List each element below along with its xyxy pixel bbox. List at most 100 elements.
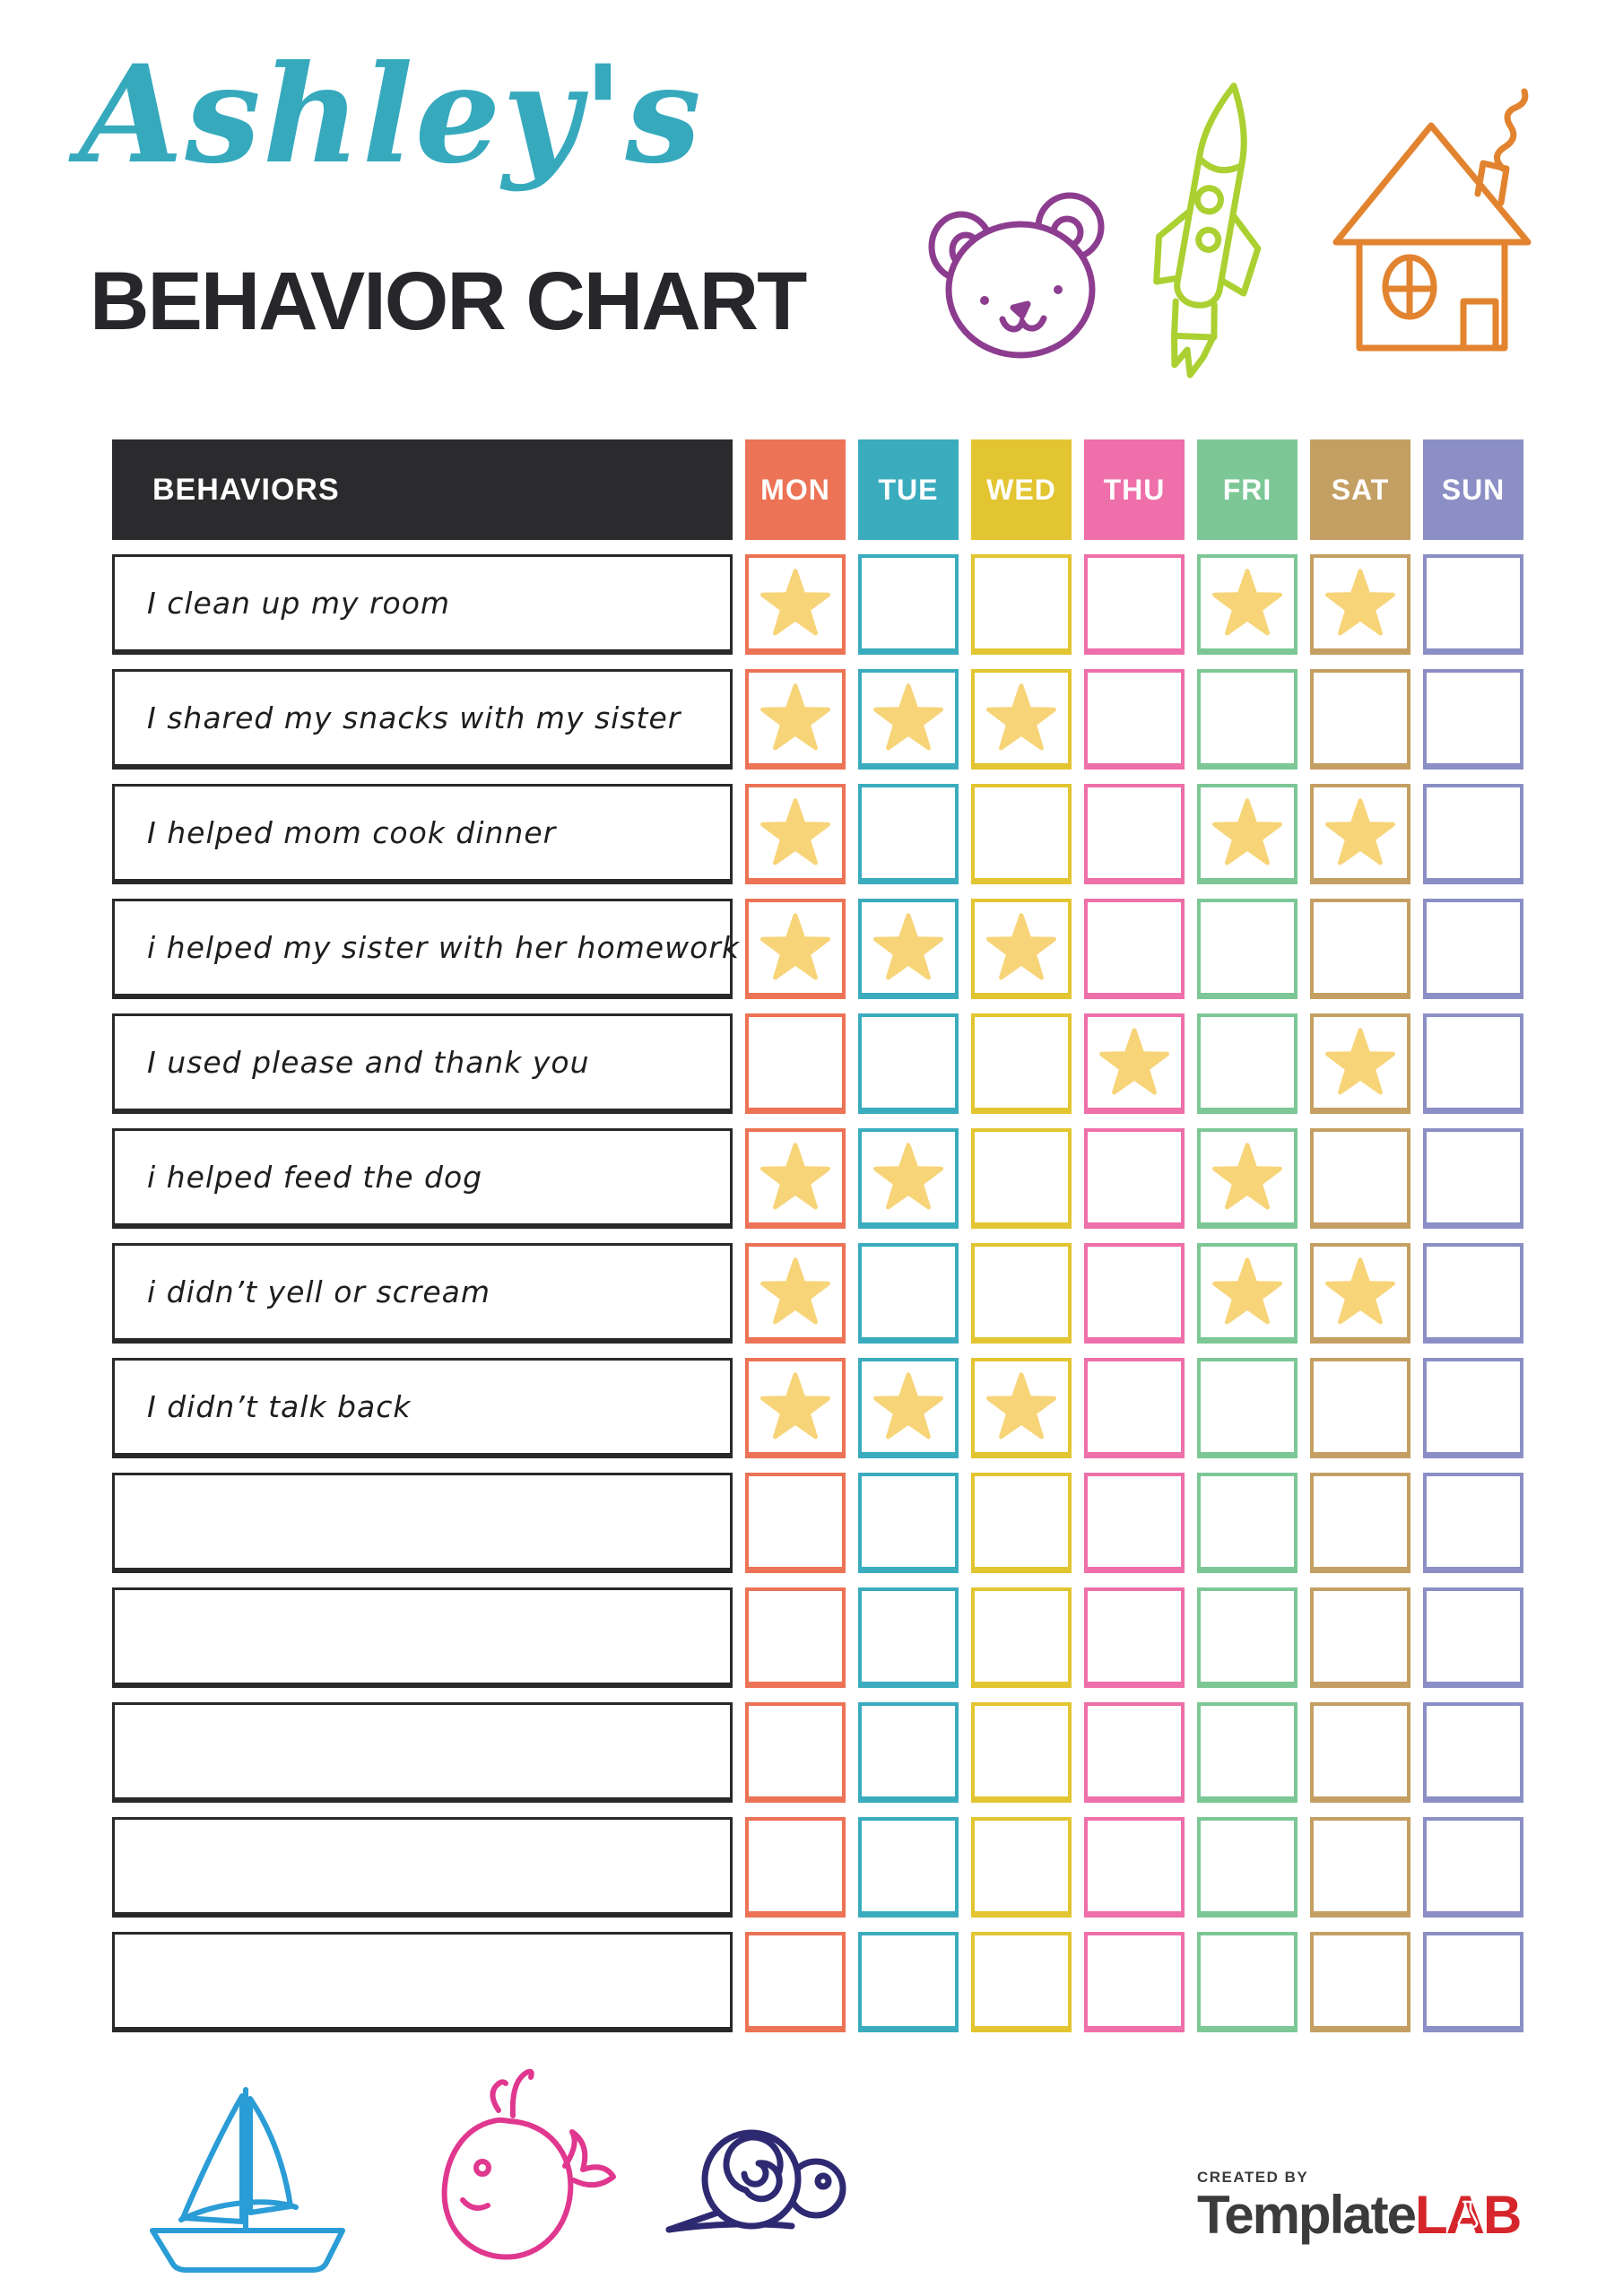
day-cell-tue-row10[interactable] xyxy=(858,1587,959,1688)
day-cell-mon-row11[interactable] xyxy=(745,1702,846,1803)
day-cell-mon-row8[interactable] xyxy=(745,1358,846,1458)
day-cell-mon-row2[interactable] xyxy=(745,669,846,770)
day-cell-fri-row7[interactable] xyxy=(1197,1243,1298,1344)
day-cell-tue-row1[interactable] xyxy=(858,554,959,655)
day-cell-sat-row13[interactable] xyxy=(1310,1932,1410,2032)
day-cell-thu-row10[interactable] xyxy=(1084,1587,1185,1688)
day-cell-mon-row6[interactable] xyxy=(745,1128,846,1229)
day-cell-tue-row13[interactable] xyxy=(858,1932,959,2032)
day-cell-wed-row9[interactable] xyxy=(971,1473,1072,1573)
day-cell-thu-row1[interactable] xyxy=(1084,554,1185,655)
day-cell-sat-row12[interactable] xyxy=(1310,1817,1410,1918)
day-cell-thu-row7[interactable] xyxy=(1084,1243,1185,1344)
day-cell-mon-row9[interactable] xyxy=(745,1473,846,1573)
day-cell-sat-row4[interactable] xyxy=(1310,899,1410,999)
day-cell-thu-row6[interactable] xyxy=(1084,1128,1185,1229)
day-cell-sat-row1[interactable] xyxy=(1310,554,1410,655)
day-cell-mon-row5[interactable] xyxy=(745,1013,846,1114)
day-cell-sun-row5[interactable] xyxy=(1423,1013,1523,1114)
day-cell-fri-row4[interactable] xyxy=(1197,899,1298,999)
day-cell-thu-row2[interactable] xyxy=(1084,669,1185,770)
day-cell-wed-row5[interactable] xyxy=(971,1013,1072,1114)
day-cell-wed-row7[interactable] xyxy=(971,1243,1072,1344)
day-cell-sat-row10[interactable] xyxy=(1310,1587,1410,1688)
day-cell-fri-row2[interactable] xyxy=(1197,669,1298,770)
day-cell-sat-row8[interactable] xyxy=(1310,1358,1410,1458)
star-icon xyxy=(873,683,943,751)
day-cell-wed-row2[interactable] xyxy=(971,669,1072,770)
day-cell-sun-row2[interactable] xyxy=(1423,669,1523,770)
day-cell-tue-row9[interactable] xyxy=(858,1473,959,1573)
day-cell-sun-row12[interactable] xyxy=(1423,1817,1523,1918)
day-cell-sun-row4[interactable] xyxy=(1423,899,1523,999)
day-cell-wed-row3[interactable] xyxy=(971,784,1072,884)
day-cell-wed-row1[interactable] xyxy=(971,554,1072,655)
day-header-sat: SAT xyxy=(1310,439,1410,540)
day-cell-tue-row11[interactable] xyxy=(858,1702,959,1803)
day-cell-tue-row8[interactable] xyxy=(858,1358,959,1458)
day-cell-fri-row11[interactable] xyxy=(1197,1702,1298,1803)
day-cell-mon-row12[interactable] xyxy=(745,1817,846,1918)
day-cell-thu-row5[interactable] xyxy=(1084,1013,1185,1114)
day-cell-wed-row12[interactable] xyxy=(971,1817,1072,1918)
day-cell-thu-row12[interactable] xyxy=(1084,1817,1185,1918)
day-cell-sun-row6[interactable] xyxy=(1423,1128,1523,1229)
star-icon xyxy=(986,913,1056,980)
day-cell-sat-row3[interactable] xyxy=(1310,784,1410,884)
day-cell-wed-row8[interactable] xyxy=(971,1358,1072,1458)
day-cell-sat-row5[interactable] xyxy=(1310,1013,1410,1114)
day-cell-thu-row9[interactable] xyxy=(1084,1473,1185,1573)
day-cell-tue-row3[interactable] xyxy=(858,784,959,884)
day-cell-wed-row11[interactable] xyxy=(971,1702,1072,1803)
day-cell-tue-row4[interactable] xyxy=(858,899,959,999)
day-cell-thu-row13[interactable] xyxy=(1084,1932,1185,2032)
day-cell-fri-row10[interactable] xyxy=(1197,1587,1298,1688)
day-cell-fri-row13[interactable] xyxy=(1197,1932,1298,2032)
day-cell-sun-row13[interactable] xyxy=(1423,1932,1523,2032)
day-cell-tue-row2[interactable] xyxy=(858,669,959,770)
day-cell-tue-row12[interactable] xyxy=(858,1817,959,1918)
day-cell-wed-row4[interactable] xyxy=(971,899,1072,999)
day-cell-wed-row13[interactable] xyxy=(971,1932,1072,2032)
day-cell-mon-row1[interactable] xyxy=(745,554,846,655)
day-cell-sun-row1[interactable] xyxy=(1423,554,1523,655)
day-cell-sat-row6[interactable] xyxy=(1310,1128,1410,1229)
day-cell-fri-row8[interactable] xyxy=(1197,1358,1298,1458)
day-cell-sun-row7[interactable] xyxy=(1423,1243,1523,1344)
day-cell-fri-row1[interactable] xyxy=(1197,554,1298,655)
day-cell-sat-row9[interactable] xyxy=(1310,1473,1410,1573)
behavior-label: i didn’t yell or scream xyxy=(147,1274,491,1309)
day-cell-thu-row8[interactable] xyxy=(1084,1358,1185,1458)
day-cell-fri-row9[interactable] xyxy=(1197,1473,1298,1573)
day-cell-sat-row11[interactable] xyxy=(1310,1702,1410,1803)
day-cell-tue-row7[interactable] xyxy=(858,1243,959,1344)
day-cell-mon-row4[interactable] xyxy=(745,899,846,999)
day-cell-sun-row8[interactable] xyxy=(1423,1358,1523,1458)
day-cell-sun-row3[interactable] xyxy=(1423,784,1523,884)
day-cell-mon-row7[interactable] xyxy=(745,1243,846,1344)
day-cell-mon-row13[interactable] xyxy=(745,1932,846,2032)
day-cell-mon-row3[interactable] xyxy=(745,784,846,884)
sailboat-doodle-icon xyxy=(150,2087,345,2273)
day-cell-wed-row10[interactable] xyxy=(971,1587,1072,1688)
day-cell-tue-row5[interactable] xyxy=(858,1013,959,1114)
day-cell-wed-row6[interactable] xyxy=(971,1128,1072,1229)
day-cell-sun-row11[interactable] xyxy=(1423,1702,1523,1803)
day-cell-sun-row9[interactable] xyxy=(1423,1473,1523,1573)
behavior-box-row13 xyxy=(112,1932,733,2032)
behavior-box-row6: i helped feed the dog xyxy=(112,1128,733,1229)
day-cell-thu-row3[interactable] xyxy=(1084,784,1185,884)
day-cell-mon-row10[interactable] xyxy=(745,1587,846,1688)
day-cell-fri-row6[interactable] xyxy=(1197,1128,1298,1229)
star-icon xyxy=(873,1372,943,1439)
day-cell-thu-row11[interactable] xyxy=(1084,1702,1185,1803)
day-cell-sat-row7[interactable] xyxy=(1310,1243,1410,1344)
day-cell-sun-row10[interactable] xyxy=(1423,1587,1523,1688)
day-cell-thu-row4[interactable] xyxy=(1084,899,1185,999)
day-cell-tue-row6[interactable] xyxy=(858,1128,959,1229)
day-cell-fri-row3[interactable] xyxy=(1197,784,1298,884)
day-cell-sat-row2[interactable] xyxy=(1310,669,1410,770)
day-cell-fri-row5[interactable] xyxy=(1197,1013,1298,1114)
day-cell-fri-row12[interactable] xyxy=(1197,1817,1298,1918)
star-icon xyxy=(1325,569,1395,636)
